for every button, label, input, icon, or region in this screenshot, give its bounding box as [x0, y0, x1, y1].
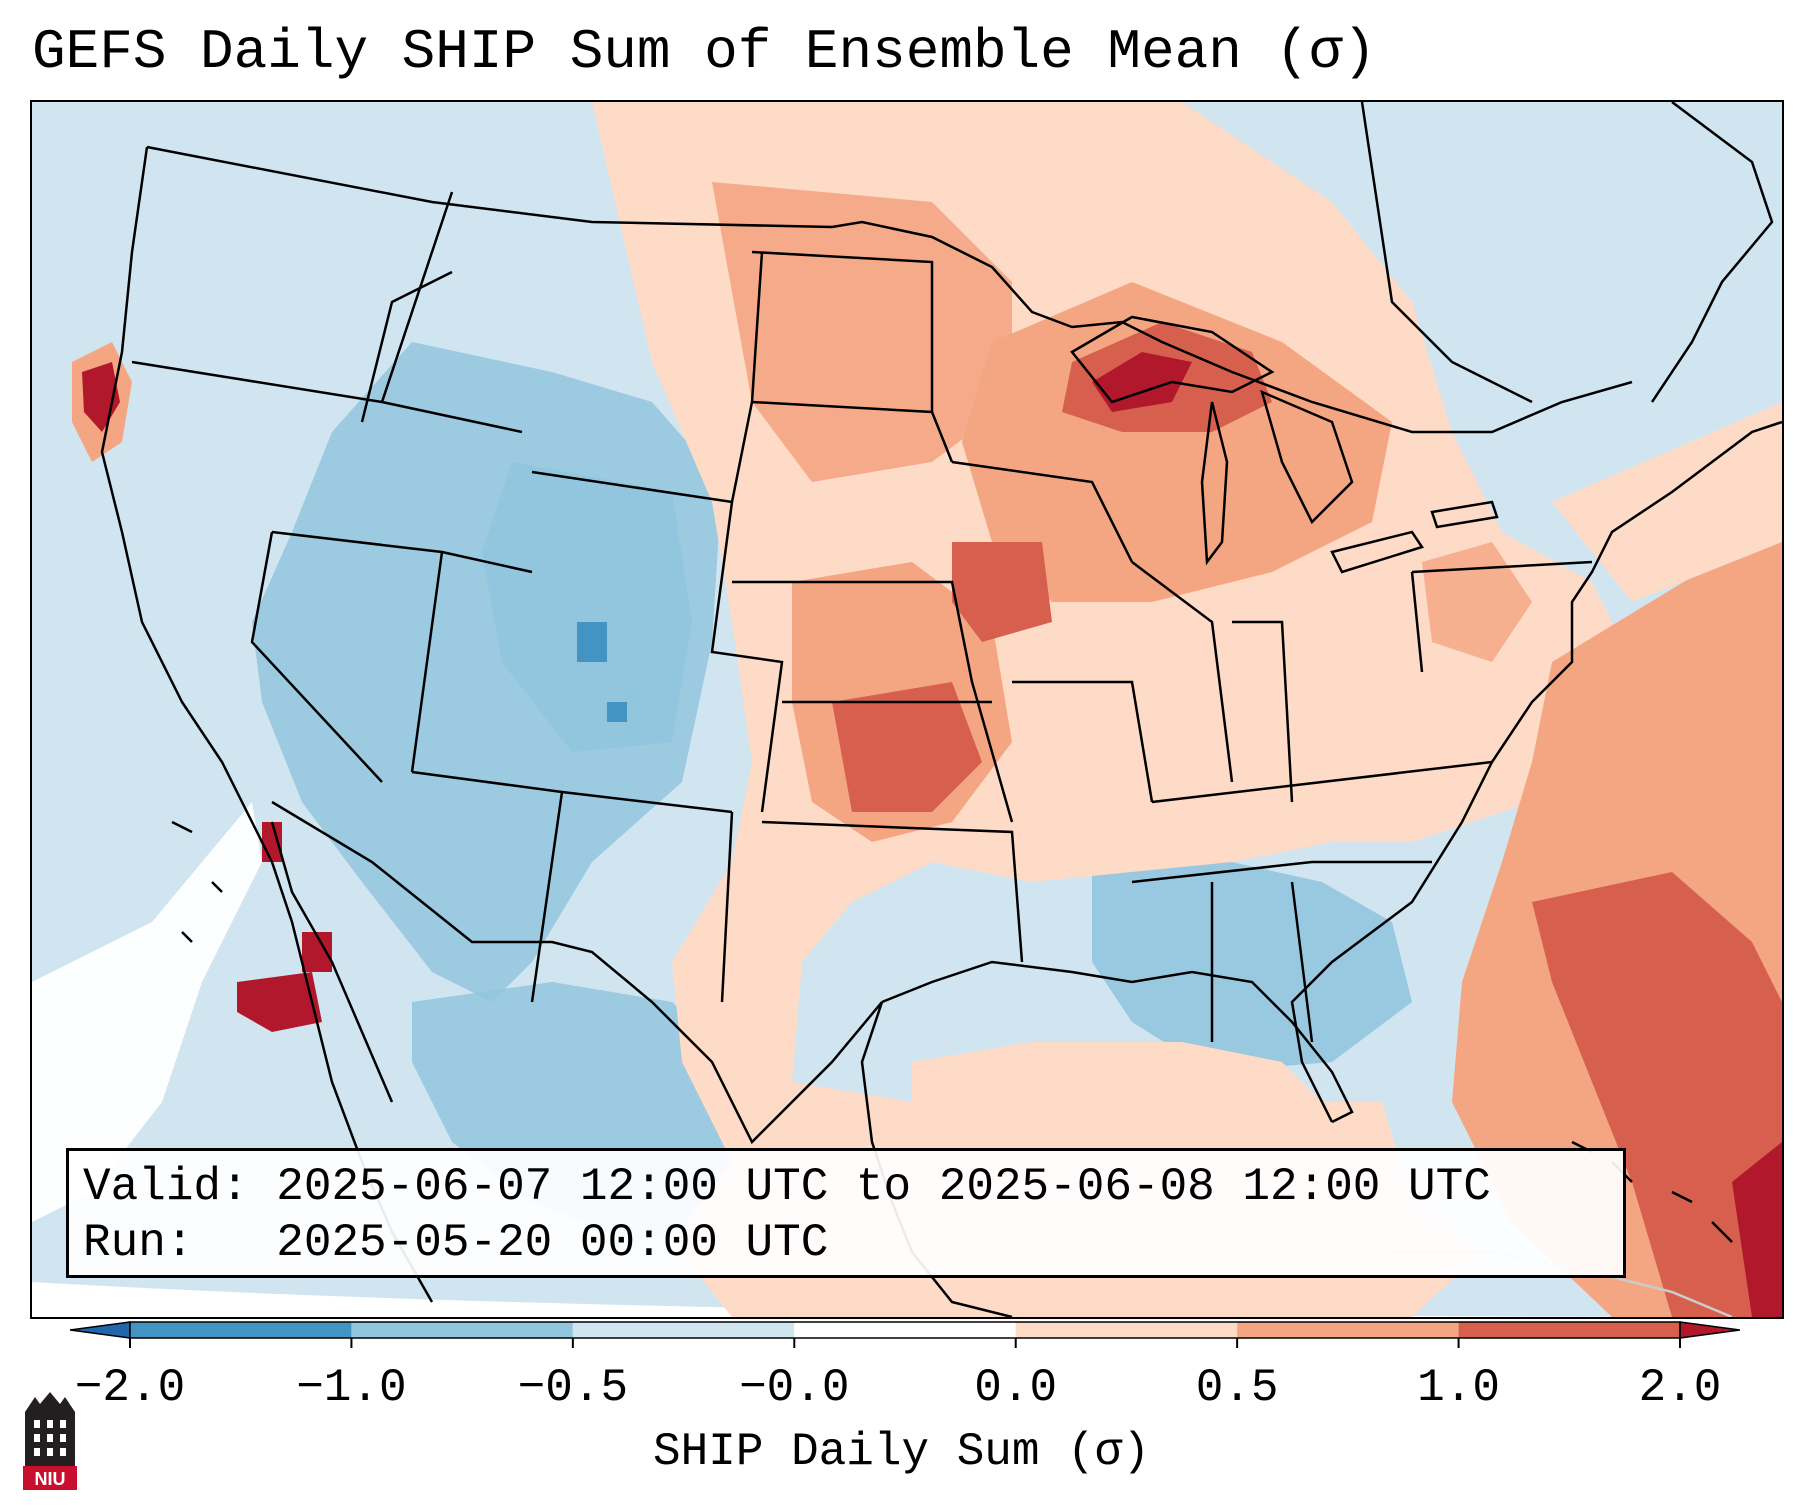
colorbar-bin — [1237, 1322, 1459, 1338]
state-line — [530, 791, 564, 1003]
state-line — [250, 531, 383, 783]
colorbar-tick-label: −0.0 — [739, 1362, 850, 1414]
colorbar-tick-label: 2.0 — [1638, 1362, 1722, 1414]
state-line — [1290, 881, 1314, 1043]
state-line — [1411, 560, 1593, 574]
offgrid-area — [32, 1282, 1782, 1317]
state-line — [360, 270, 453, 423]
lake-superior-outline — [1070, 315, 1275, 404]
colorbar-bin — [794, 1322, 1016, 1338]
valid-run-info-box: Valid: 2025-06-07 12:00 UTC to 2025-06-0… — [66, 1148, 1626, 1278]
state-line — [1012, 680, 1154, 803]
state-line — [951, 460, 1134, 563]
run-time-line: Run: 2025-05-20 00:00 UTC — [83, 1217, 829, 1269]
logo-window-grid — [34, 1420, 66, 1456]
boundaries — [100, 102, 1782, 1317]
state-line — [1151, 760, 1493, 804]
state-line — [732, 580, 1014, 823]
baja-strong-core-2 — [302, 932, 332, 972]
colorbar-tick-label: 0.5 — [1195, 1362, 1279, 1414]
map-panel — [30, 100, 1784, 1319]
state-line — [751, 250, 934, 412]
gulf-coastline — [881, 960, 1354, 1124]
colorbar-bin — [351, 1322, 573, 1338]
valid-time-line: Valid: 2025-06-07 12:00 UTC to 2025-06-0… — [83, 1161, 1491, 1213]
niu-logo: NIU — [23, 1392, 77, 1490]
us-mexico-border — [271, 800, 883, 1145]
state-line — [1131, 860, 1432, 884]
west-coastline — [100, 146, 434, 1303]
state-line — [720, 811, 734, 1003]
colorbar-outline — [129, 1321, 1681, 1339]
state-line — [1410, 571, 1424, 673]
lake-ontario-outline — [1430, 500, 1499, 529]
colorbar — [70, 1321, 1740, 1348]
baja-strong-core — [237, 972, 322, 1032]
map-title: GEFS Daily SHIP Sum of Ensemble Mean (σ) — [32, 20, 1377, 84]
canada-east-coast — [1650, 102, 1774, 403]
state-line — [380, 191, 454, 403]
lake-erie-outline — [1330, 530, 1424, 574]
kansas-positive-core — [832, 682, 982, 812]
colorbar-extend-low — [70, 1321, 131, 1339]
lake-michigan-outline — [1200, 401, 1229, 566]
us-canada-border — [146, 145, 1633, 434]
colorbar-bin — [1458, 1322, 1680, 1338]
northeast-positive-area — [1422, 542, 1532, 662]
atlantic-positive-core — [1532, 872, 1782, 1317]
colorbar-tick-label: −0.5 — [517, 1362, 629, 1414]
colorbar-tick-label: −1.0 — [296, 1362, 407, 1414]
logo-text: NIU — [35, 1469, 66, 1489]
colorbar-bin — [1015, 1322, 1238, 1338]
state-line — [761, 820, 1024, 963]
dakotas-positive-area — [712, 182, 1012, 482]
near-zero-patch — [32, 802, 262, 1222]
southeast-negative-area — [1092, 862, 1412, 1072]
baja-coastline — [270, 821, 394, 1103]
channel-islands — [171, 820, 223, 943]
colorbar-tick-label: −2.0 — [74, 1362, 186, 1414]
state-line — [1232, 620, 1294, 803]
iowa-positive-core — [952, 542, 1052, 642]
colorbar-tick-label: 0.0 — [974, 1362, 1058, 1414]
ship-anomaly-map — [32, 102, 1782, 1317]
lake-huron-outline — [1260, 389, 1354, 525]
colorbar-tick-label: 1.0 — [1417, 1362, 1500, 1414]
colorbar-bin — [130, 1322, 352, 1338]
colorbar-bin — [572, 1322, 795, 1338]
wyoming-negative-area — [482, 462, 692, 752]
atlantic-strong-core — [1732, 1142, 1782, 1317]
state-line — [1131, 561, 1234, 783]
state-line — [710, 501, 784, 813]
colorbar-label: SHIP Daily Sum (σ) — [653, 1426, 1150, 1478]
state-line — [410, 551, 444, 773]
dark-blue-spot — [577, 622, 607, 662]
logo-banner — [23, 1466, 77, 1490]
dark-blue-spot-2 — [607, 702, 627, 722]
east-coastline — [1290, 420, 1782, 1123]
canada-river — [1360, 102, 1533, 404]
state-line — [531, 251, 764, 504]
superior-strong-core — [1092, 352, 1192, 412]
colorbar-extend-high — [1679, 1321, 1740, 1339]
great-lakes-positive-area — [962, 282, 1392, 602]
colorbar-segments — [70, 1321, 1740, 1348]
